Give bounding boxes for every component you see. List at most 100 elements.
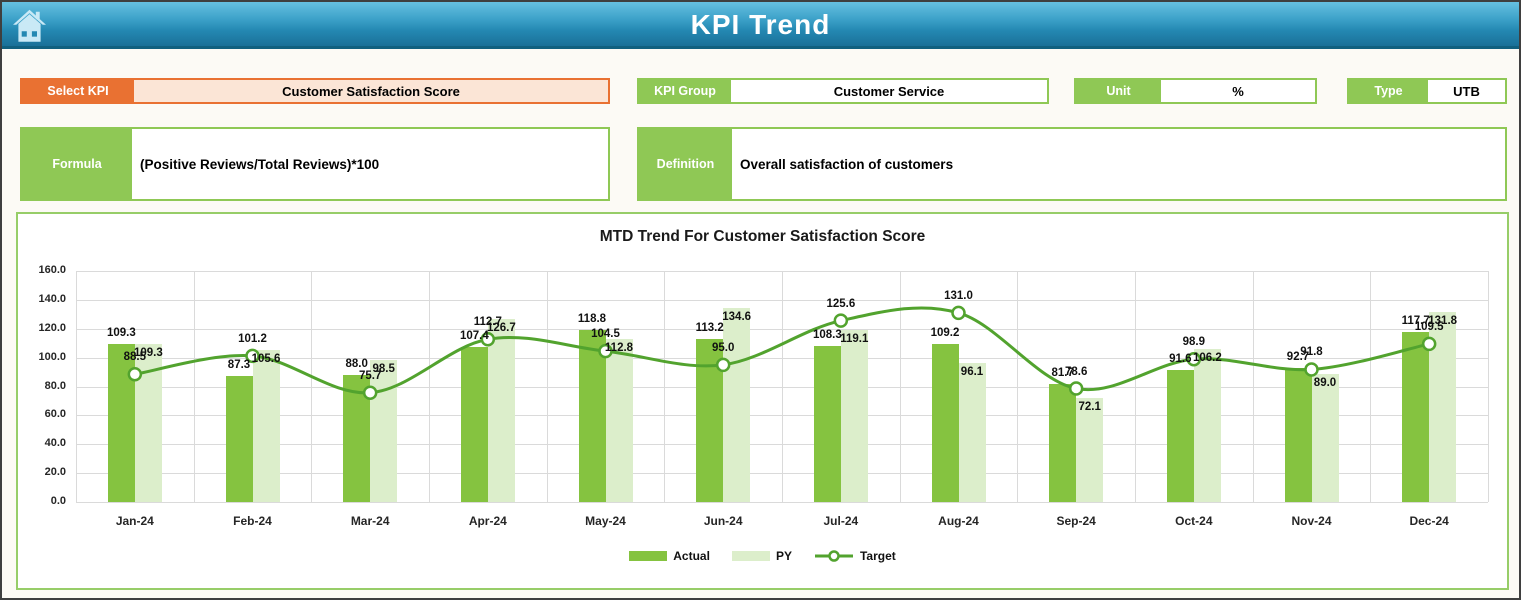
data-label-actual: 109.2 [930,327,960,340]
data-label-target: 109.5 [1414,320,1444,333]
target-marker [951,305,966,321]
actual-bar [931,344,959,502]
actual-bar [1166,369,1194,502]
unit-value: % [1161,80,1315,102]
data-label-actual: 91.6 [1169,352,1192,365]
data-label-py: 98.5 [372,362,395,375]
data-label-actual: 117.7 [1401,315,1430,328]
x-gridline [1370,271,1372,502]
y-tick-label: 60.0 [44,408,66,421]
y-tick-label: 20.0 [44,466,66,479]
x-axis-label: Jul-24 [823,514,859,528]
x-gridline [193,271,195,502]
actual-bar [1049,384,1077,502]
py-bar [487,319,515,502]
header-bar: KPI Trend [2,2,1519,49]
py-bar [958,363,986,502]
legend-item-target: Target [814,549,896,563]
target-marker [1186,351,1202,367]
target-marker [362,385,378,400]
legend-swatch-actual [629,551,668,561]
home-icon[interactable] [11,8,48,44]
unit-label: Unit [1076,80,1161,102]
x-gridline [1017,271,1019,502]
x-gridline [1135,271,1136,502]
legend-item-actual: Actual [629,549,710,563]
data-label-target: 75.7 [358,369,382,382]
target-marker [245,348,260,364]
data-label-py: 134.6 [722,310,752,323]
x-axis-label: Mar-24 [350,514,390,528]
y-tick-label: 0.0 [50,495,66,507]
data-label-target: 112.7 [473,316,502,329]
data-label-actual: 118.8 [577,313,607,326]
data-label-target: 104.5 [591,328,620,341]
y-tick-label: 120.0 [38,321,66,334]
actual-bar [1402,332,1430,502]
legend-label: PY [775,549,792,563]
py-bar [1311,373,1339,502]
select-kpi-field: Select KPI Customer Satisfaction Score [20,78,610,104]
data-label-actual: 87.3 [227,358,251,371]
actual-bar [460,346,488,502]
data-label-target: 98.9 [1182,336,1206,349]
y-tick-label: 160.0 [38,264,66,276]
select-kpi-label: Select KPI [22,80,134,102]
data-label-target: 78.6 [1064,365,1088,378]
formula-value: (Positive Reviews/Total Reviews)*100 [132,129,608,199]
kpi-group-value: Customer Service [731,80,1047,102]
legend-swatch-py [731,551,770,561]
x-axis-label: Dec-24 [1409,514,1449,528]
target-marker [715,357,731,373]
data-label-py: 72.1 [1078,400,1101,413]
data-label-actual: 92.7 [1286,351,1310,364]
data-label-py: 126.7 [486,322,516,335]
x-gridline [1488,271,1489,502]
x-gridline [664,271,666,502]
x-gridline [429,271,430,502]
actual-bar [578,330,606,502]
data-label-py: 112.8 [604,342,634,355]
actual-bar [813,345,841,502]
target-marker [480,332,496,347]
target-marker [1304,362,1319,377]
target-marker [833,313,849,328]
select-kpi-dropdown[interactable]: Customer Satisfaction Score [134,80,608,102]
data-label-actual: 109.3 [106,327,136,340]
data-label-py: 109.3 [133,347,163,360]
type-label: Type [1349,80,1428,102]
legend-label: Actual [673,549,710,563]
data-label-target: 125.6 [826,297,856,310]
target-line [127,305,1437,400]
data-label-py: 119.1 [840,333,869,346]
page-title: KPI Trend [690,9,831,40]
x-axis-label: Aug-24 [938,514,979,528]
x-axis-label: Sep-24 [1056,514,1096,528]
y-tick-label: 100.0 [38,350,66,363]
x-gridline [1252,271,1254,502]
py-bar [723,307,751,502]
x-gridline [311,271,313,502]
actual-bar [225,375,253,502]
x-gridline [899,271,901,502]
legend-line-marker-icon [814,550,853,562]
y-tick-label: 80.0 [44,379,66,392]
data-label-py: 89.0 [1313,376,1337,389]
x-axis-label: Apr-24 [468,514,507,528]
definition-label: Definition [639,129,732,199]
chart-legend: Actual PY Target [18,546,1507,566]
target-marker [1068,381,1084,396]
unit-field: Unit % [1074,78,1317,104]
py-bar [840,330,868,502]
kpi-group-label: KPI Group [639,80,731,102]
data-label-py: 106.2 [1192,351,1222,364]
y-gridline [76,502,1488,503]
data-label-py: 131.8 [1428,314,1458,327]
legend-label: Target [859,549,896,563]
definition-box: Definition Overall satisfaction of custo… [637,127,1507,201]
data-label-actual: 113.2 [695,321,724,334]
x-axis-label: Jan-24 [115,514,154,528]
y-tick-label: 140.0 [38,292,66,305]
kpi-trend-chart: MTD Trend For Customer Satisfaction Scor… [16,212,1509,590]
